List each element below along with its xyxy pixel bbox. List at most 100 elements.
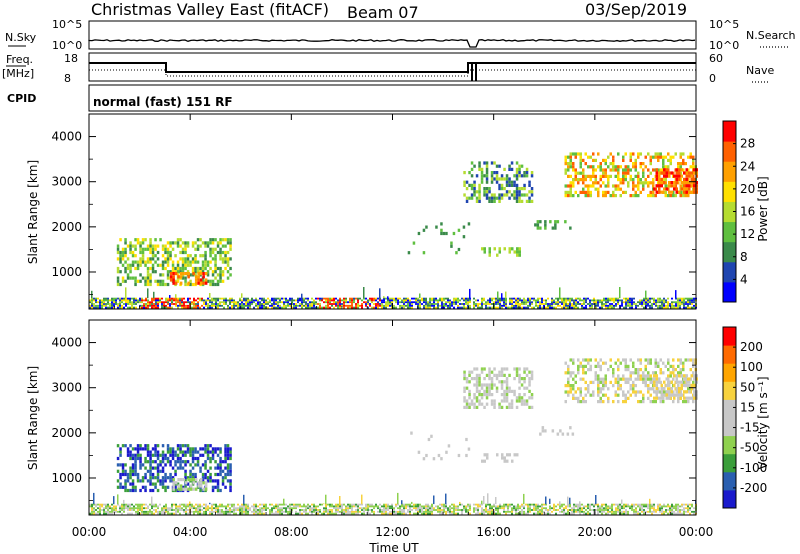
heatmap-cell [500,183,504,187]
heatmap-cell [485,507,487,510]
heatmap-cell [151,263,155,267]
heatmap-cell [185,512,187,515]
heatmap-cell [431,297,433,300]
heatmap-cell [206,447,210,451]
heatmap-cell [135,507,137,510]
heatmap-cell [645,303,647,305]
heatmap-cell [683,396,686,400]
heatmap-cell [351,301,353,304]
heatmap-cell [629,507,631,510]
heatmap-cell [109,304,111,307]
heatmap-cell [184,444,187,448]
heatmap-cell [525,303,527,305]
heatmap-cell [105,510,107,513]
heatmap-cell [655,509,657,511]
heatmap-cell [559,505,561,508]
heatmap-cell [126,263,130,267]
heatmap-cell [121,469,125,473]
heatmap-cell [451,510,453,513]
heatmap-cell [617,387,620,391]
heatmap-cell [445,505,447,508]
heatmap-cell [627,510,629,513]
heatmap-cell [277,301,279,304]
heatmap-cell [427,503,429,506]
heatmap-cell [539,306,541,309]
heatmap-cell [641,505,643,508]
heatmap-cell [199,306,201,309]
heatmap-cell [593,299,595,302]
heatmap-cell [253,299,255,302]
heatmap-cell [211,488,215,493]
heatmap-cell [243,507,245,510]
heatmap-cell [149,453,152,457]
heatmap-cell [481,510,483,513]
heatmap-cell [345,510,347,513]
heatmap-cell [174,279,177,283]
heatmap-cell [627,301,629,304]
heatmap-cell [229,488,232,493]
heatmap-cell [91,297,93,300]
heatmap-cell [684,358,687,362]
heatmap-cell [634,165,637,169]
heatmap-cell [214,450,217,454]
heatmap-cell [119,299,121,302]
heatmap-cell [599,299,601,302]
heatmap-cell [129,469,132,473]
heatmap-cell [515,509,517,511]
heatmap-cell [151,303,153,305]
heatmap-cell [423,306,425,309]
heatmap-cell [579,303,581,305]
heatmap-cell [440,222,443,226]
heatmap-cell [199,244,202,248]
heatmap-cell [166,460,170,464]
heatmap-cell [564,371,567,375]
heatmap-cell [261,509,263,511]
heatmap-cell [249,301,251,304]
heatmap-cell [103,301,105,304]
heatmap-cell [151,466,155,470]
heatmap-cell [652,155,655,159]
heatmap-cell [309,304,311,307]
heatmap-cell [467,304,469,307]
heatmap-cell [303,297,305,300]
heatmap-cell [433,297,435,300]
nsearch-tick-top: 10^5 [709,18,739,31]
heatmap-cell [523,377,526,381]
heatmap-cell [273,304,275,307]
heatmap-cell [671,505,673,508]
heatmap-cell [574,174,577,178]
heatmap-cell [279,512,281,515]
heatmap-cell [247,510,249,513]
heatmap-cell [487,493,489,505]
heatmap-cell [179,509,181,511]
heatmap-cell [153,297,155,300]
heatmap-cell [508,250,511,254]
heatmap-cell [584,393,587,397]
heatmap-cell [149,241,152,245]
heatmap-cell [599,306,601,309]
heatmap-cell [485,174,489,178]
heatmap-cell [189,478,193,482]
heatmap-cell [103,509,105,511]
heatmap-cell [303,509,305,511]
heatmap-cell [299,510,301,513]
heatmap-cell [331,505,333,508]
heatmap-cell [607,400,610,404]
heatmap-cell [679,306,681,309]
heatmap-cell [577,171,580,175]
heatmap-cell [307,299,309,302]
heatmap-cell [347,304,349,307]
heatmap-cell [525,512,527,515]
heatmap-cell [461,512,463,515]
heatmap-cell [151,488,155,493]
heatmap-cell [629,304,631,307]
heatmap-cell [363,512,365,515]
heatmap-cell [473,306,475,309]
heatmap-cell [301,306,303,309]
heatmap-cell [253,512,255,515]
heatmap-cell [498,187,501,191]
heatmap-cell [181,503,183,506]
heatmap-cell [670,393,673,397]
heatmap-cell [115,301,117,304]
heatmap-cell [453,505,455,508]
